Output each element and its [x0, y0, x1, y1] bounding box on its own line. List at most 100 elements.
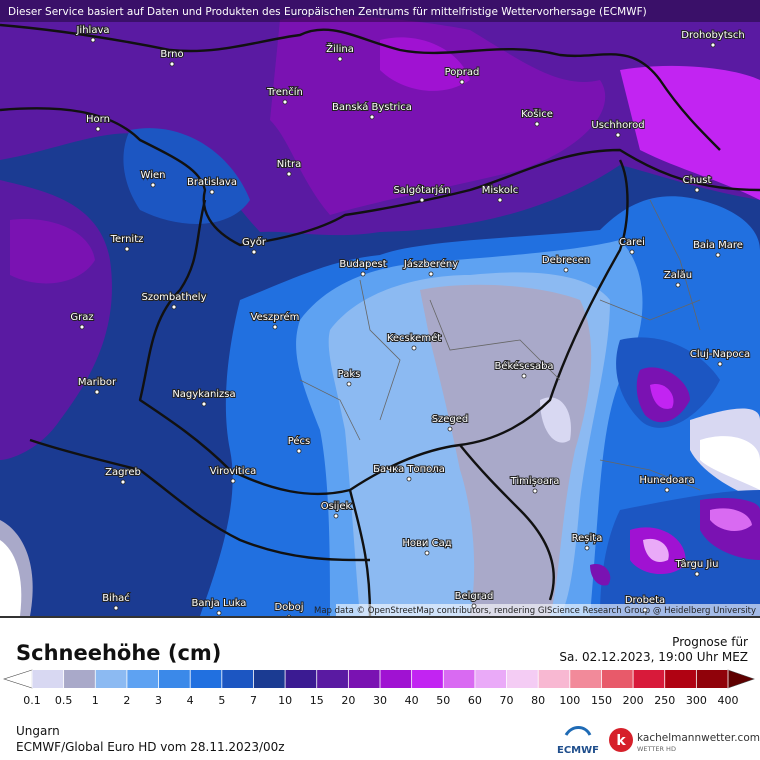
city-label: Kecskemét [387, 332, 441, 344]
city-dot [664, 487, 670, 493]
city-dot [113, 605, 119, 611]
city-label: Cluj-Napoca [690, 349, 750, 360]
city-dot [286, 614, 292, 616]
colorbar-tick-label: 10 [278, 694, 292, 707]
city-dot [615, 132, 621, 138]
color-swatch [190, 670, 223, 688]
city-label: Maribor [78, 377, 117, 388]
colorbar-tick-label: 40 [405, 694, 419, 707]
city-dot [90, 37, 96, 43]
city-dot [532, 488, 538, 494]
site-logo: kachelmannwetter.com [637, 732, 760, 744]
city-label: Pécs [288, 435, 311, 447]
city-dot [694, 571, 700, 577]
city-dot [296, 448, 302, 454]
colorbar-tick-label: 50 [436, 694, 450, 707]
city-label: Trenčín [266, 86, 303, 98]
city-dot [675, 282, 681, 288]
color-swatch [569, 670, 602, 688]
color-swatch [633, 670, 666, 688]
city-label: Budapest [339, 259, 386, 270]
city-dot [333, 513, 339, 519]
city-dot [360, 271, 366, 277]
city-dot [171, 304, 177, 310]
city-dot [230, 478, 236, 484]
city-label: Jihlava [75, 25, 109, 36]
city-label: Banská Bystrica [332, 101, 412, 113]
city-dot [428, 271, 434, 277]
city-dot [369, 114, 375, 120]
city-label: Brno [160, 49, 183, 60]
city-dot [629, 249, 635, 255]
colorbar-tick-label: 200 [623, 694, 644, 707]
city-label: Нови Сад [402, 538, 451, 549]
snow-map: Dieser Service basiert auf Daten und Pro… [0, 0, 760, 616]
city-label: Belgrad [455, 591, 494, 602]
city-label: Zalău [664, 270, 692, 281]
city-dot [216, 610, 222, 616]
colorbar-tick-label: 30 [373, 694, 387, 707]
city-label: Târgu Jiu [675, 558, 719, 570]
city-label: Banja Luka [192, 598, 247, 609]
colorbar-tick-label: 4 [187, 694, 194, 707]
city-dot [497, 197, 503, 203]
color-swatch [63, 670, 96, 688]
colorbar-tick-label: 0.5 [55, 694, 73, 707]
city-label: Zagreb [105, 467, 141, 478]
site-icon-letter: k [616, 733, 626, 749]
city-dot [282, 99, 288, 105]
city-label: Salgótarján [393, 184, 450, 196]
city-dot [79, 324, 85, 330]
city-label: Bratislava [187, 177, 237, 188]
city-label: Ternitz [110, 234, 144, 245]
city-label: Hunedoara [639, 475, 694, 486]
city-dot [447, 426, 453, 432]
colorbar: 0.1 0.5 1 2 3 4 5 7 10 15 20 30 40 50 60 70 80 100 150 200 2… [3, 669, 755, 707]
city-label: Szeged [432, 414, 469, 425]
city-label: Uschhorod [591, 120, 644, 131]
city-dot [424, 550, 430, 556]
city-dot [521, 373, 527, 379]
city-label: Nagykanizsa [172, 389, 235, 400]
city-label: Jászberény [403, 258, 458, 270]
city-label: Košice [521, 108, 553, 120]
colorbar-tick-label: 1 [92, 694, 99, 707]
colorbar-tick-label: 150 [591, 694, 612, 707]
city-label: Nitra [277, 159, 301, 170]
colorbar-tick-label: 7 [250, 694, 257, 707]
city-labels: Jihlava Brno Žilina Poprad Drohobytsch Trenčí… [69, 24, 751, 616]
city-dot [715, 252, 721, 258]
city-label: Miskolc [482, 185, 518, 196]
city-label: Drohobytsch [681, 30, 744, 41]
city-label: Graz [70, 312, 93, 323]
colorbar-tick-label: 2 [123, 694, 130, 707]
city-label: Győr [242, 236, 267, 248]
city-dot [563, 267, 569, 273]
model-run: ECMWF/Global Euro HD vom 28.11.2023/00z [16, 740, 285, 754]
color-swatch [443, 670, 476, 688]
colorbar-tick-label: 300 [686, 694, 707, 707]
city-dot [286, 171, 292, 177]
city-label: Timișoara [510, 476, 560, 487]
city-dot [120, 479, 126, 485]
color-swatch [253, 670, 286, 688]
color-swatch [380, 670, 413, 688]
city-dot [642, 607, 648, 613]
colorbar-over [727, 669, 755, 689]
colorbar-tick-label: 70 [500, 694, 514, 707]
city-dot [534, 121, 540, 127]
color-swatch [538, 670, 571, 688]
city-label: Horn [86, 114, 110, 125]
color-swatch [474, 670, 508, 688]
colorbar-tick-label: 100 [559, 694, 580, 707]
colorbar-tick-label: 250 [654, 694, 675, 707]
city-dot [346, 381, 352, 387]
region: Ungarn [16, 724, 60, 738]
city-dot [169, 61, 175, 67]
color-swatch [285, 670, 318, 688]
color-swatch [221, 670, 254, 688]
city-dot [95, 126, 101, 132]
color-swatch [126, 670, 160, 688]
color-swatch [95, 670, 128, 688]
city-dot [94, 389, 100, 395]
